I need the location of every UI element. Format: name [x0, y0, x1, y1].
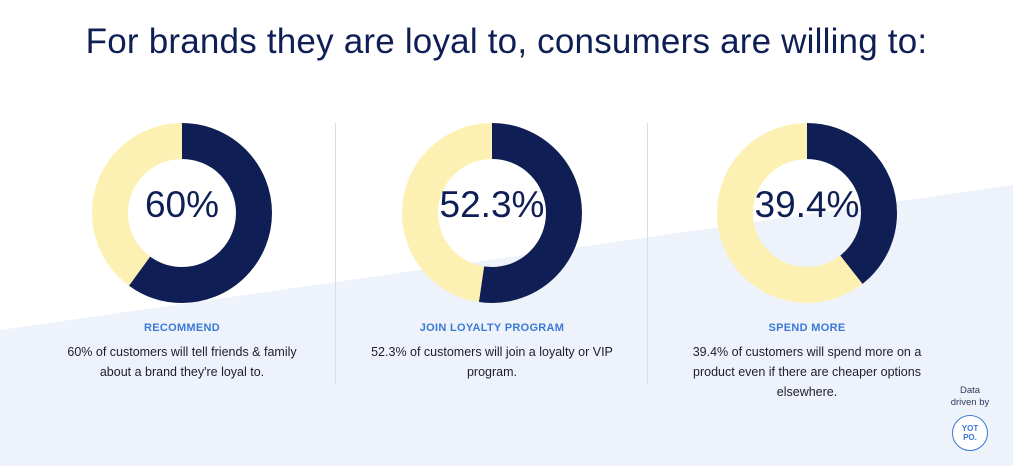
page-title: For brands they are loyal to, consumers … — [85, 22, 928, 61]
stat-label: JOIN LOYALTY PROGRAM — [419, 322, 565, 334]
stat-panel-join-loyalty: 52.3% JOIN LOYALTY PROGRAM 52.3% of cust… — [337, 0, 647, 466]
column-divider — [335, 123, 336, 383]
donut-chart — [717, 123, 897, 303]
stat-panel-recommend: 60% RECOMMEND 60% of customers will tell… — [27, 0, 337, 466]
credit-line-2: driven by — [950, 397, 990, 408]
stat-label: RECOMMEND — [143, 322, 221, 334]
stat-description: 39.4% of customers will spend more on a … — [692, 345, 922, 399]
logo-text-line-1: YOT — [961, 424, 979, 433]
stat-panel-spend-more: 39.4% SPEND MORE 39.4% of customers will… — [652, 0, 962, 466]
donut-value-arc — [92, 123, 272, 303]
donut-value-arc — [717, 123, 897, 303]
stat-description: 60% of customers will tell friends & fam… — [67, 345, 297, 379]
donut-value-arc — [402, 123, 582, 303]
stat-label: SPEND MORE — [768, 322, 846, 334]
donut-chart — [92, 123, 272, 303]
credit-line-1: Data — [959, 385, 981, 396]
donut-value-label: 52.3% — [439, 184, 545, 225]
stat-description: 52.3% of customers will join a loyalty o… — [371, 345, 613, 379]
donut-chart — [402, 123, 582, 303]
data-credit: Data driven by YOT PO. — [939, 385, 1001, 451]
donut-value-label: 39.4% — [754, 184, 860, 225]
yotpo-logo: YOT PO. — [952, 415, 988, 451]
column-divider — [647, 123, 648, 383]
donut-value-label: 60% — [144, 184, 220, 225]
logo-text-line-2: PO. — [963, 433, 977, 442]
